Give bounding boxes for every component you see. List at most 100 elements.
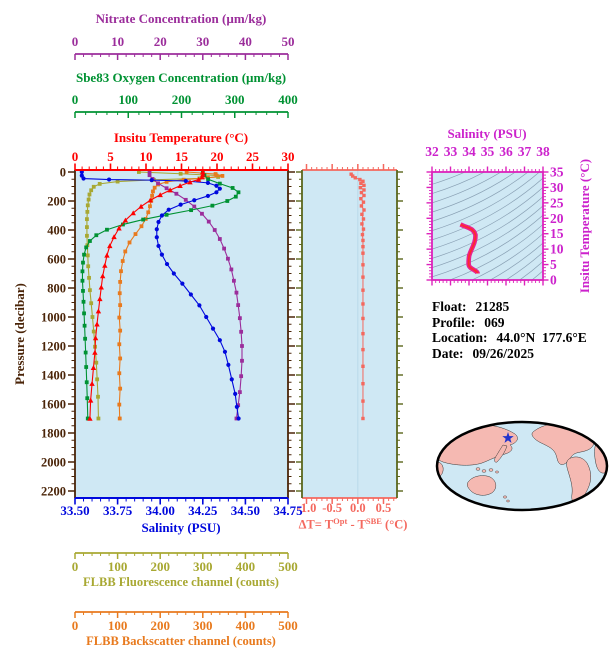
fluorescence-axis-title: FLBB Fluorescence channel (counts) — [83, 575, 279, 589]
svg-text:33.50: 33.50 — [60, 503, 89, 518]
series-temperature-difference — [349, 172, 366, 421]
series-oxygen — [80, 170, 241, 421]
svg-text:33: 33 — [444, 144, 458, 159]
salinity-axis-title: Salinity (PSU) — [141, 520, 221, 535]
svg-text:0: 0 — [60, 165, 66, 179]
ts-salinity-axis-title: Salinity (PSU) — [447, 126, 527, 141]
svg-text:0: 0 — [550, 273, 557, 288]
svg-text:25: 25 — [246, 149, 260, 164]
svg-text:34.50: 34.50 — [231, 503, 260, 518]
svg-text:20: 20 — [211, 149, 224, 164]
svg-text:500: 500 — [278, 618, 298, 633]
svg-text:0: 0 — [72, 92, 79, 107]
series-flbb-backscatter — [117, 170, 225, 421]
svg-text:35: 35 — [481, 144, 495, 159]
main-profile-plot: 0200400600800100012001400160018002000220… — [41, 149, 303, 518]
svg-text:0: 0 — [72, 618, 79, 633]
svg-text:32: 32 — [425, 144, 439, 159]
svg-text:100: 100 — [108, 618, 128, 633]
svg-text:30: 30 — [282, 149, 295, 164]
svg-text:10: 10 — [111, 34, 124, 49]
svg-text:0: 0 — [72, 559, 79, 574]
svg-text:200: 200 — [150, 618, 170, 633]
svg-text:40: 40 — [239, 34, 252, 49]
svg-text:1400: 1400 — [41, 368, 66, 382]
svg-text:10: 10 — [550, 242, 564, 257]
float-info-block: Float: 21285 Profile: 069 Location: 44.0°N … — [432, 299, 587, 361]
pressure-axis-title: Pressure (decibar) — [12, 283, 27, 385]
svg-text:30: 30 — [550, 180, 564, 195]
delta-t-axis-label: ΔT= TOpt - TSBE (°C) — [298, 516, 408, 532]
svg-text:200: 200 — [172, 92, 192, 107]
delta-t-plot: -1.0 -0.5 0.0 0.5 — [296, 164, 403, 515]
svg-text:5: 5 — [550, 257, 557, 272]
svg-text:200: 200 — [150, 559, 170, 574]
svg-text:36: 36 — [499, 144, 513, 159]
svg-text:2000: 2000 — [41, 455, 66, 469]
svg-text:-1.0: -1.0 — [297, 501, 317, 515]
svg-text:400: 400 — [236, 618, 256, 633]
svg-text:1600: 1600 — [41, 397, 66, 411]
svg-text:1800: 1800 — [41, 426, 66, 440]
svg-text:15: 15 — [550, 226, 564, 241]
svg-text:10: 10 — [140, 149, 153, 164]
svg-text:20: 20 — [550, 211, 564, 226]
series-nitrate — [147, 170, 244, 421]
svg-text:33.75: 33.75 — [103, 503, 133, 518]
svg-text:600: 600 — [47, 252, 66, 266]
svg-text:30: 30 — [196, 34, 209, 49]
svg-text:0.0: 0.0 — [350, 501, 366, 515]
svg-text:2200: 2200 — [41, 484, 66, 498]
svg-text:100: 100 — [108, 559, 128, 574]
date-line: Date: 09/26/2025 — [432, 345, 534, 361]
svg-text:50: 50 — [282, 34, 295, 49]
svg-text:34.75: 34.75 — [273, 503, 303, 518]
nitrate-axis: 0 10 20 30 40 50 — [72, 34, 295, 60]
oxygen-axis-title: Sbe83 Oxygen Concentration (µm/kg) — [75, 70, 287, 85]
svg-text:20: 20 — [154, 34, 167, 49]
series-salinity — [79, 169, 241, 421]
profile-number-line: Profile: 069 — [432, 314, 505, 330]
svg-text:800: 800 — [47, 281, 66, 295]
float-location-star — [502, 432, 514, 443]
svg-text:5: 5 — [107, 149, 114, 164]
svg-text:300: 300 — [193, 559, 213, 574]
svg-text:500: 500 — [278, 559, 298, 574]
svg-text:400: 400 — [236, 559, 256, 574]
svg-text:0.5: 0.5 — [376, 501, 392, 515]
svg-text:34.00: 34.00 — [146, 503, 175, 518]
svg-text:200: 200 — [47, 194, 66, 208]
backscatter-axis-title: FLBB Backscatter channel (counts) — [86, 634, 276, 648]
svg-text:1000: 1000 — [41, 310, 66, 324]
svg-text:35: 35 — [550, 165, 564, 180]
world-map — [435, 420, 609, 512]
svg-text:300: 300 — [193, 618, 213, 633]
svg-text:34.25: 34.25 — [188, 503, 218, 518]
nitrate-axis-title: Nitrate Concentration (µm/kg) — [95, 11, 267, 26]
svg-text:0: 0 — [72, 149, 79, 164]
location-line: Location: 44.0°N 177.6°E — [432, 330, 587, 345]
isopycnal-contours — [432, 172, 543, 280]
oxygen-axis: 0 100 200 300 400 — [72, 92, 298, 118]
svg-text:1200: 1200 — [41, 339, 66, 353]
svg-text:-0.5: -0.5 — [322, 501, 342, 515]
backscatter-axis: 0 100 200 300 400 500 — [72, 611, 298, 633]
svg-text:25: 25 — [550, 195, 564, 210]
svg-text:37: 37 — [518, 144, 532, 159]
svg-text:38: 38 — [536, 144, 550, 159]
svg-text:300: 300 — [225, 92, 245, 107]
temperature-axis-title: Insitu Temperature (°C) — [113, 130, 249, 145]
svg-text:34: 34 — [462, 144, 476, 159]
float-id-line: Float: 21285 — [432, 299, 510, 314]
svg-text:0: 0 — [72, 34, 79, 49]
ts-temperature-axis-title: Insitu Temperature (°C) — [577, 158, 592, 294]
svg-text:100: 100 — [119, 92, 139, 107]
svg-text:400: 400 — [278, 92, 298, 107]
svg-text:400: 400 — [47, 223, 66, 237]
fluorescence-axis: 0 100 200 300 400 500 — [72, 552, 298, 574]
series-insitu-temperature — [87, 169, 206, 421]
svg-text:15: 15 — [175, 149, 189, 164]
